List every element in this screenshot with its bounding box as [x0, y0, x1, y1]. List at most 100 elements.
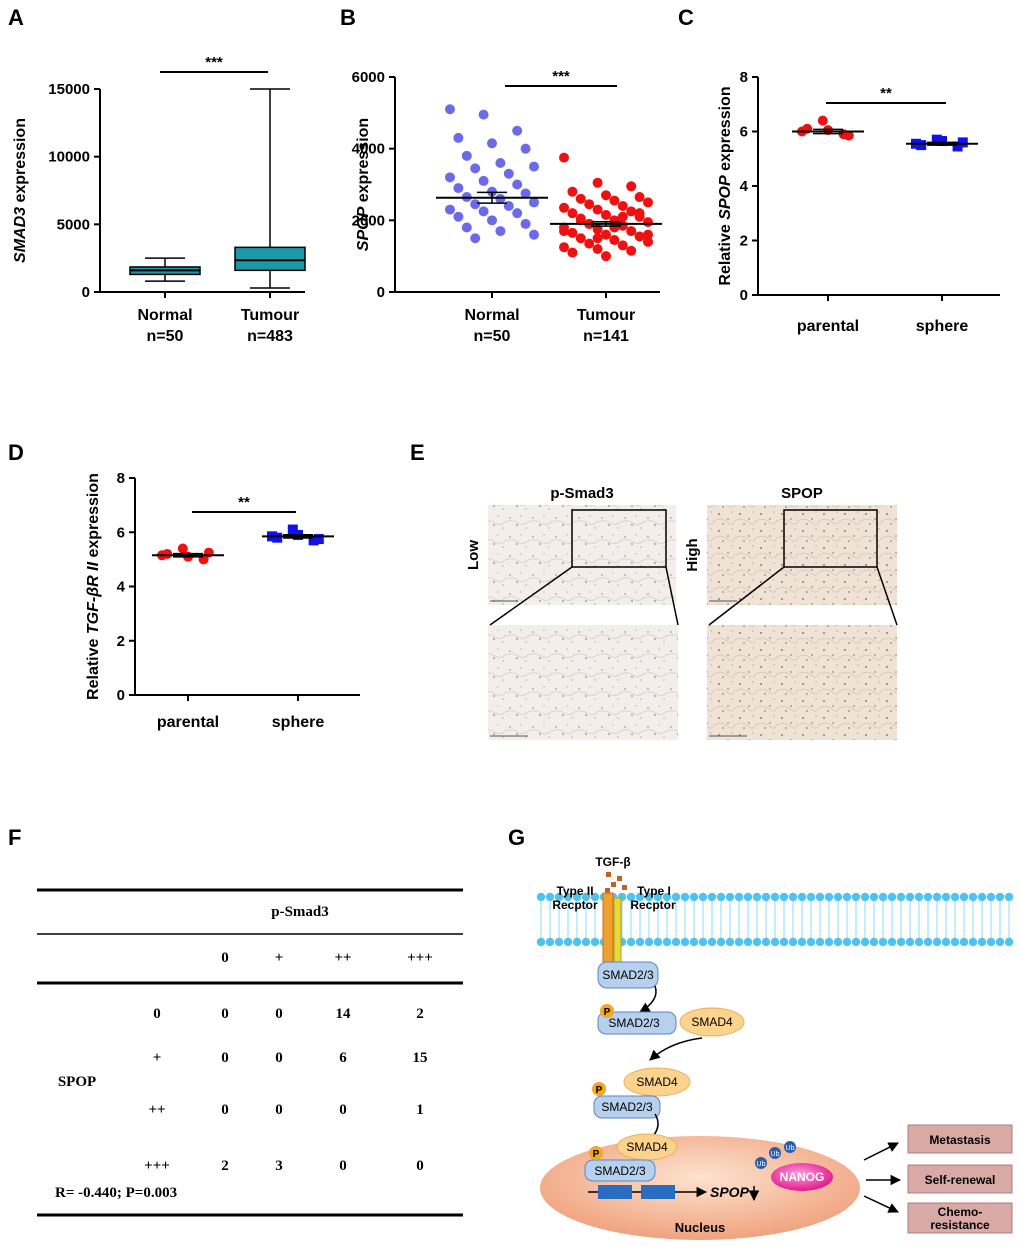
lipid-head [707, 892, 717, 902]
membrane [536, 892, 1014, 947]
lipid-head [959, 937, 969, 947]
outcome: Metastasis [929, 1133, 991, 1147]
lipid-head [959, 892, 969, 902]
point [478, 109, 489, 120]
y-axis-label: SMAD3 expression [12, 118, 29, 263]
column-label: p-Smad3 [550, 485, 613, 502]
ub-label: Ub [757, 1161, 766, 1168]
lipid-head [635, 937, 645, 947]
row-header: ++ [148, 1102, 165, 1118]
column-header: 0 [221, 950, 229, 966]
point [609, 235, 620, 246]
y-axis-label-part: Relative [85, 634, 102, 700]
lipid-head [824, 937, 834, 947]
significance: ** [880, 85, 892, 102]
lipid-head [923, 892, 933, 902]
lipid-head [572, 892, 582, 902]
cell: 1 [416, 1102, 424, 1118]
point [609, 215, 620, 226]
lipid-head [788, 892, 798, 902]
nanog [771, 1163, 833, 1191]
point [308, 535, 319, 546]
point [952, 141, 963, 152]
point [601, 229, 611, 240]
phospho [600, 1004, 614, 1018]
lipid-head [806, 892, 816, 902]
point [601, 190, 611, 201]
image-label: Low [465, 540, 482, 570]
lipid-head [779, 937, 789, 947]
point [272, 532, 283, 543]
receptor-label: Recptor [552, 898, 598, 912]
point [575, 233, 586, 244]
point [495, 158, 506, 168]
y-axis-label: Relative SPOP expression [717, 86, 734, 285]
lipid-head [536, 892, 546, 902]
lipid-head [761, 892, 771, 902]
point [520, 188, 531, 199]
y-tick-label: 10000 [48, 149, 90, 166]
point [592, 177, 603, 188]
y-tick-label: 4 [740, 178, 749, 195]
smad4-label: SMAD4 [636, 1075, 678, 1089]
receptor [613, 897, 622, 967]
x-tick-label: sphere [916, 318, 969, 335]
outcome-box [907, 1124, 1013, 1154]
point [453, 183, 464, 194]
lipid-head [869, 892, 879, 902]
point [592, 244, 603, 254]
lipid-head [914, 892, 924, 902]
y-axis-label: SPOP expression [355, 118, 372, 251]
lipid-head [545, 937, 555, 947]
cell: 0 [339, 1102, 347, 1118]
y-axis-label-part: expression [717, 86, 734, 175]
y-axis-label: Relative TGF-βR II expression [85, 473, 102, 700]
cell: 0 [339, 1158, 347, 1174]
point [453, 132, 464, 143]
gene-block [641, 1185, 675, 1199]
cell: 3 [275, 1158, 283, 1174]
point [626, 226, 637, 237]
point [487, 138, 497, 149]
outcome: resistance [930, 1218, 990, 1232]
y-tick-label: 0 [82, 284, 90, 301]
lipid-head [932, 937, 942, 947]
panel-e: E p-Smad3 SPOP Low High [410, 440, 898, 740]
point [584, 238, 595, 249]
point [592, 204, 603, 215]
lipid-head [1004, 937, 1014, 947]
cell: 2 [416, 1006, 424, 1022]
sample-size: n=50 [147, 328, 184, 345]
sample-size: n=483 [247, 328, 293, 345]
lipid-head [878, 937, 888, 947]
lipid-head [662, 937, 672, 947]
point [567, 186, 578, 197]
lipid-head [788, 937, 798, 947]
point [453, 211, 464, 222]
lipid-head [590, 892, 600, 902]
lipid-head [977, 937, 987, 947]
cell: 2 [221, 1158, 229, 1174]
point [559, 226, 569, 237]
box [234, 246, 306, 272]
lipid-head [698, 937, 708, 947]
smad23-label: SMAD2/3 [608, 1016, 660, 1030]
point [617, 211, 628, 222]
point [520, 218, 531, 229]
lipid-head [860, 892, 870, 902]
point [445, 104, 455, 115]
lipid-head [1004, 892, 1014, 902]
lipid-head [671, 892, 681, 902]
lipid-head [878, 892, 888, 902]
lipid-head [914, 937, 924, 947]
x-tick-label: parental [797, 318, 859, 335]
scale-bars [490, 600, 747, 737]
zoom-box [571, 509, 667, 568]
point [626, 206, 637, 217]
y-tick-label: 8 [740, 69, 748, 86]
phospho [589, 1146, 603, 1160]
point [559, 242, 569, 253]
smad4-label: SMAD4 [626, 1140, 668, 1154]
lipid-head [986, 937, 996, 947]
lipid-head [743, 937, 753, 947]
